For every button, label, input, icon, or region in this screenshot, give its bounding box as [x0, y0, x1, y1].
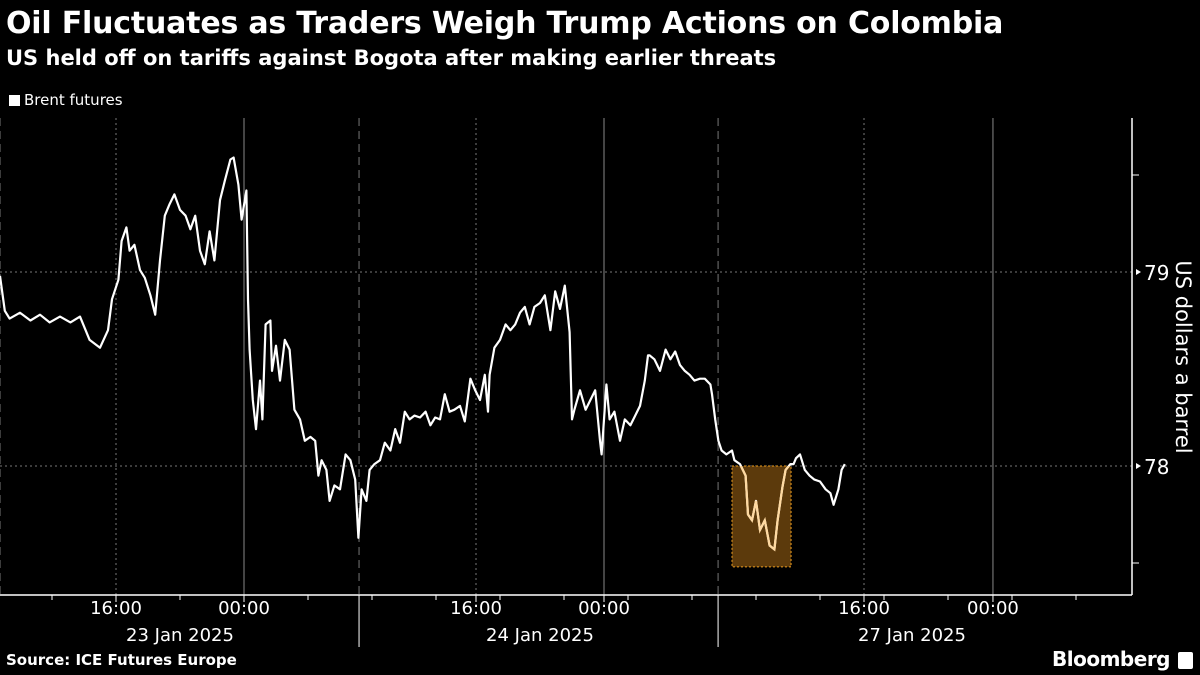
- chart-icon: [1178, 652, 1193, 669]
- highlight-region: [731, 465, 792, 568]
- x-date-label: 24 Jan 2025: [486, 625, 594, 646]
- brent-futures-line: [0, 156, 846, 551]
- x-tick-label: 16:00: [90, 598, 142, 619]
- bloomberg-logo: Bloomberg: [1052, 647, 1170, 671]
- x-tick-label: 00:00: [578, 598, 630, 619]
- y-tick-label: 78: [1144, 455, 1169, 479]
- chart-subtitle: US held off on tariffs against Bogota af…: [6, 46, 777, 70]
- y-axis-label: US dollars a barrel: [1171, 260, 1195, 453]
- y-tick-label: 79: [1144, 261, 1169, 285]
- x-tick-label: 00:00: [967, 598, 1019, 619]
- y-tick-marker: [1136, 463, 1141, 469]
- legend-label: Brent futures: [24, 91, 123, 109]
- gridlines: [0, 118, 1132, 595]
- x-date-label: 23 Jan 2025: [126, 625, 234, 646]
- legend: Brent futures: [9, 91, 123, 109]
- x-tick-label: 16:00: [450, 598, 502, 619]
- source-note: Source: ICE Futures Europe: [6, 651, 237, 669]
- y-tick-marker: [1136, 269, 1141, 275]
- chart-title: Oil Fluctuates as Traders Weigh Trump Ac…: [6, 6, 1004, 41]
- series-line: [0, 156, 846, 552]
- legend-swatch: [9, 94, 20, 106]
- x-tick-label: 00:00: [218, 598, 270, 619]
- axes: 79 78 16:00 00:00 16:00 00:00 16:00 00:00 23 Jan…: [0, 118, 1169, 647]
- x-date-label: 27 Jan 2025: [858, 625, 966, 646]
- highlight-box: [731, 465, 792, 568]
- x-tick-label: 16:00: [838, 598, 890, 619]
